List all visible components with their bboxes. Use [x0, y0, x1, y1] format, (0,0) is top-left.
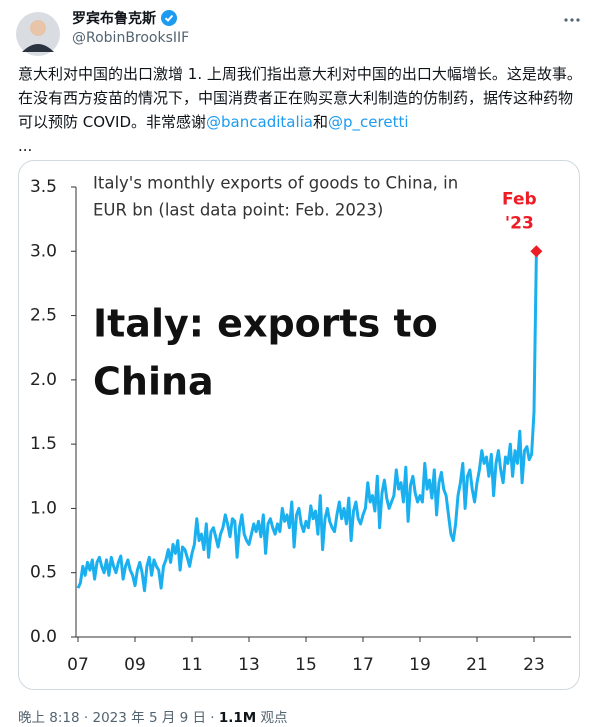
y-tick-label: 0.0: [30, 627, 57, 647]
y-tick-label: 2.5: [30, 306, 57, 326]
x-tick-label: 07: [67, 655, 89, 675]
views-label: 观点: [260, 710, 288, 726]
tweet-meta: 晚上 8:18 · 2023 年 5 月 9 日 · 1.1M 观点: [18, 706, 288, 726]
separator: ·: [210, 710, 215, 726]
ellipsis: ...: [18, 137, 33, 155]
separator: ·: [83, 710, 89, 726]
y-tick-label: 1.5: [30, 434, 57, 454]
date[interactable]: 2023 年 5 月 9 日: [92, 710, 207, 726]
chart: 0.0 0.5 1.0 1.5 2.0 2.5 3.0 3.5 07 09 11 13 15 17 19 21…: [30, 174, 572, 675]
last-point-marker: [530, 245, 543, 258]
author-handle[interactable]: @RobinBrooksIIF: [72, 30, 190, 46]
point-label: Feb: [502, 189, 537, 209]
x-tick-label: 09: [124, 655, 146, 675]
views: 1.1M: [218, 710, 257, 726]
y-tick-label: 1.0: [30, 498, 57, 518]
text: 意大利对中国的出口激增 1. 上周我们指出意大利对中国的出口大幅增长。这是故事。…: [18, 65, 582, 131]
chart-annotation: Italy: exports to: [93, 302, 438, 346]
y-tick-label: 3.5: [30, 177, 57, 197]
x-tick-label: 17: [352, 655, 374, 675]
x-tick-label: 15: [295, 655, 317, 675]
x-tick-label: 21: [466, 655, 488, 675]
time[interactable]: 晚上 8:18: [18, 710, 80, 726]
more-button[interactable]: [562, 10, 582, 30]
text: 和: [312, 113, 328, 131]
mention[interactable]: @bancaditalia: [206, 113, 313, 131]
y-tick-label: 0.5: [30, 563, 57, 583]
author-name[interactable]: 罗宾布鲁克斯: [72, 8, 177, 28]
chart-title: Italy's monthly exports of goods to Chin…: [93, 174, 458, 193]
image-card[interactable]: 0.0 0.5 1.0 1.5 2.0 2.5 3.0 3.5 07 09 11 13 15 17 19 21…: [18, 160, 580, 690]
verified-badge: [160, 10, 177, 26]
x-tick-label: 23: [523, 655, 545, 675]
name-text[interactable]: 罗宾布鲁克斯: [72, 11, 156, 27]
x-tick-label: 19: [409, 655, 431, 675]
y-tick-label: 3.0: [30, 241, 57, 261]
x-tick-label: 13: [238, 655, 260, 675]
avatar[interactable]: [14, 10, 62, 58]
x-tick-label: 11: [181, 655, 203, 675]
data-line: [76, 251, 538, 593]
point-label: '23: [505, 213, 534, 233]
y-tick-label: 2.0: [30, 370, 57, 390]
tweet-text: 意大利对中国的出口激增 1. 上周我们指出意大利对中国的出口大幅增长。这是故事。…: [18, 62, 583, 158]
mention[interactable]: @p_ceretti: [328, 113, 409, 131]
chart-title: EUR bn (last data point: Feb. 2023): [93, 201, 383, 220]
chart-annotation: China: [93, 360, 214, 404]
